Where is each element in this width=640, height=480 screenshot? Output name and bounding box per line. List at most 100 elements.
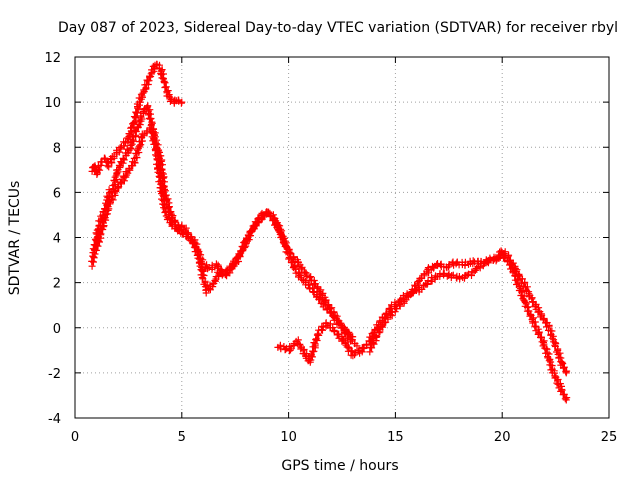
data-point [100,215,108,223]
data-point [530,314,537,322]
data-point [211,277,219,284]
data-point [133,109,141,117]
x-tick-labels: 0 5 10 15 20 25 [71,430,617,445]
data-point [471,266,479,274]
data-point [273,223,281,231]
data-point [153,156,161,164]
data-point [290,253,298,261]
data-point [133,146,141,154]
data-point [485,257,493,265]
y-tick-label: 0 [53,322,61,337]
data-point [551,341,559,349]
data-point [371,332,379,340]
series-trace-c [92,124,361,350]
data-point [168,221,176,229]
data-point [187,233,195,241]
data-point [373,333,381,341]
data-point [286,343,294,350]
data-point [204,265,212,273]
data-point [178,98,186,106]
data-point [202,289,210,297]
data-point [561,395,569,403]
data-point [309,288,317,296]
data-point [93,242,100,250]
data-point [90,254,98,262]
data-point [120,155,128,163]
data-point [198,267,206,274]
data-point [430,264,438,272]
data-point [404,293,412,301]
x-tick-label: 0 [71,430,79,445]
data-point [353,342,361,350]
data-point [158,66,166,74]
data-point [535,329,543,337]
data-point [367,344,375,351]
data-point [154,168,162,176]
data-point [147,124,155,132]
data-point [237,247,245,255]
data-point [150,140,158,148]
x-tick-label: 5 [178,430,186,445]
data-point [214,273,222,280]
data-point [362,341,370,348]
y-tick-label: 10 [44,96,61,111]
data-point [93,171,101,178]
data-point [290,341,298,349]
y-tick-label: 12 [44,51,61,66]
x-tick-label: 25 [601,430,618,445]
data-point [414,278,422,285]
data-point [116,144,124,152]
data-point [184,229,192,237]
data-point [295,270,303,278]
y-tick-labels: -4 -2 0 2 4 6 8 10 12 [44,51,61,427]
y-tick-label: 8 [53,141,61,156]
data-point [543,345,551,353]
data-point [326,304,334,312]
data-point [236,252,244,260]
data-point [548,334,556,342]
chart-title: Day 087 of 2023, Sidereal Day-to-day VTE… [58,20,618,36]
y-tick-label: -2 [48,367,61,382]
data-point [115,148,123,156]
data-point [287,346,294,354]
data-point [152,151,160,159]
data-point [146,114,153,122]
y-tick-label: 2 [53,277,61,292]
data-point [521,278,529,286]
series-trace-e [366,247,571,377]
data-point [322,297,330,305]
data-point [161,209,169,216]
data-point [139,89,147,97]
data-point [341,339,349,347]
data-point [548,327,556,335]
plot-frame [74,56,610,419]
data-point [132,127,140,135]
x-axis-label: GPS time / hours [281,458,398,474]
data-point [539,315,547,323]
data-point [378,323,386,330]
data-point [142,85,150,93]
data-point [146,106,154,114]
data-point [562,396,570,404]
data-point [418,285,426,293]
data-point [111,173,119,181]
data-point [493,255,501,263]
data-point [319,326,326,334]
x-tick-label: 20 [494,430,511,445]
data-point [137,113,145,121]
data-point [330,308,338,316]
data-point [100,154,108,162]
data-point [558,386,566,394]
data-point [154,160,162,168]
data-point [334,331,342,339]
data-point [150,128,157,136]
data-point [217,266,225,274]
data-point [525,307,533,315]
x-tick-label: 15 [387,430,404,445]
data-point [96,238,103,246]
data-point [562,369,570,377]
data-point [302,269,310,277]
data-point [537,334,544,341]
y-tick-label: 6 [53,186,61,201]
